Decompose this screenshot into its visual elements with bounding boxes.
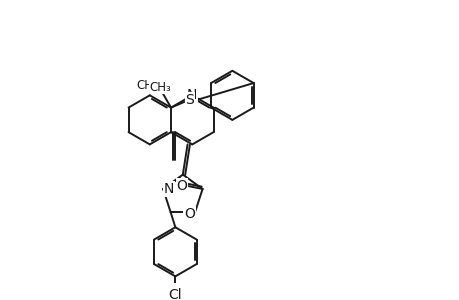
Text: N: N: [187, 88, 197, 102]
Text: CH₃: CH₃: [150, 81, 171, 94]
Text: N: N: [163, 182, 174, 196]
Text: O: O: [184, 207, 195, 221]
Text: O: O: [176, 179, 187, 193]
Text: S: S: [185, 93, 194, 107]
Text: Cl: Cl: [168, 288, 182, 300]
Text: CH₃: CH₃: [136, 80, 157, 92]
